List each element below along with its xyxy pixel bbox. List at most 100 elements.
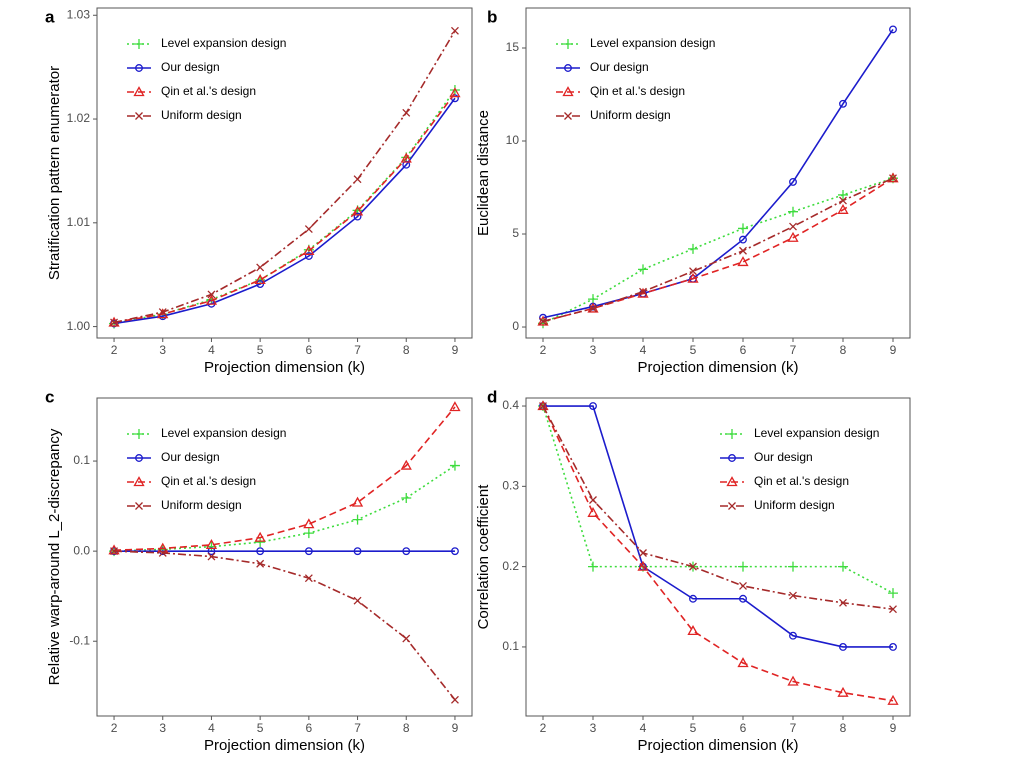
y-tick-label: -0.1 <box>69 633 90 647</box>
marker <box>687 272 699 283</box>
legend-marker <box>135 64 143 72</box>
series-line <box>543 405 893 648</box>
legend-marker <box>135 112 143 120</box>
marker <box>110 318 119 327</box>
series-line <box>542 177 894 323</box>
y-tick-label: 5 <box>512 226 519 240</box>
marker <box>888 588 898 599</box>
marker <box>207 290 216 299</box>
marker <box>539 317 547 326</box>
marker <box>205 539 218 549</box>
marker <box>401 492 412 503</box>
x-tick-label: 6 <box>740 343 747 357</box>
marker <box>537 400 549 411</box>
legend-label: Level expansion design <box>161 426 286 440</box>
legend-label: Uniform design <box>590 108 671 122</box>
legend-marker <box>564 64 572 72</box>
marker <box>787 231 799 242</box>
marker <box>450 695 459 704</box>
marker <box>449 401 461 412</box>
legend-label: Level expansion design <box>754 426 879 440</box>
series-line <box>542 177 894 323</box>
legend-label: Qin et al.'s design <box>161 474 256 488</box>
marker <box>256 559 265 568</box>
x-tick-label: 5 <box>690 343 697 357</box>
y-axis-label: Correlation coefficient <box>475 484 492 630</box>
series-line <box>542 405 894 594</box>
marker <box>400 152 412 163</box>
x-tick-label: 4 <box>640 343 647 357</box>
legend-label: Our design <box>161 60 220 74</box>
series-line <box>542 405 894 702</box>
y-tick-label: 0.2 <box>502 559 519 573</box>
marker <box>449 460 460 471</box>
marker <box>539 402 547 410</box>
series-line <box>542 177 894 325</box>
marker <box>353 175 362 184</box>
legend-marker <box>563 39 573 49</box>
marker <box>589 402 597 410</box>
series-line <box>113 97 456 325</box>
marker <box>738 561 748 572</box>
series-line <box>113 30 456 324</box>
x-tick-label: 2 <box>111 721 118 735</box>
x-tick-label: 2 <box>540 721 547 735</box>
x-tick-label: 5 <box>257 721 264 735</box>
x-tick-label: 4 <box>208 343 215 357</box>
marker <box>788 206 798 217</box>
legend-marker <box>135 502 143 510</box>
series-line <box>114 406 456 552</box>
marker <box>303 245 315 255</box>
series-line <box>113 89 456 325</box>
marker <box>687 625 699 636</box>
plot-frame <box>525 7 911 339</box>
y-tick-label: 1.03 <box>67 7 91 21</box>
x-tick-label: 7 <box>354 343 361 357</box>
legend-marker <box>726 476 738 487</box>
marker <box>352 514 363 525</box>
y-tick-label: 0 <box>512 319 519 333</box>
marker <box>737 256 749 267</box>
marker <box>304 225 313 233</box>
series-line <box>114 550 456 701</box>
legend-label: Qin et al.'s design <box>590 84 685 98</box>
y-tick-label: 1.02 <box>67 111 91 125</box>
marker <box>449 87 461 98</box>
x-tick-label: 8 <box>403 721 410 735</box>
series-line <box>542 405 894 610</box>
marker <box>838 189 848 200</box>
marker <box>739 594 747 603</box>
marker <box>789 591 797 600</box>
marker <box>587 507 599 517</box>
legend-marker <box>728 454 736 462</box>
marker <box>739 235 747 244</box>
legend-label: Uniform design <box>161 498 242 512</box>
marker <box>789 178 797 186</box>
marker <box>451 547 459 556</box>
marker <box>889 25 897 34</box>
marker <box>839 99 847 108</box>
marker <box>254 531 266 542</box>
x-tick-label: 6 <box>740 721 747 735</box>
x-axis-label: Projection dimension (k) <box>204 737 365 754</box>
y-tick-label: 0.4 <box>502 398 519 412</box>
x-tick-label: 4 <box>640 721 647 735</box>
y-tick-label: 1.00 <box>67 319 91 333</box>
x-tick-label: 7 <box>354 721 361 735</box>
marker <box>789 631 797 640</box>
x-tick-label: 2 <box>540 343 547 357</box>
marker <box>158 308 167 317</box>
legend-label: Level expansion design <box>590 36 715 50</box>
marker <box>256 547 265 556</box>
legend-marker <box>134 429 144 439</box>
y-axis-label: Relative warp-around L_2-discrepancy <box>46 428 63 685</box>
plot-frame <box>525 397 911 717</box>
plot-frame <box>96 397 473 717</box>
y-tick-label: 0.1 <box>502 639 519 653</box>
legend-marker <box>728 502 736 510</box>
marker <box>639 289 647 298</box>
legend-marker <box>727 429 737 439</box>
marker <box>351 496 364 507</box>
marker <box>789 222 797 231</box>
marker <box>589 496 597 504</box>
